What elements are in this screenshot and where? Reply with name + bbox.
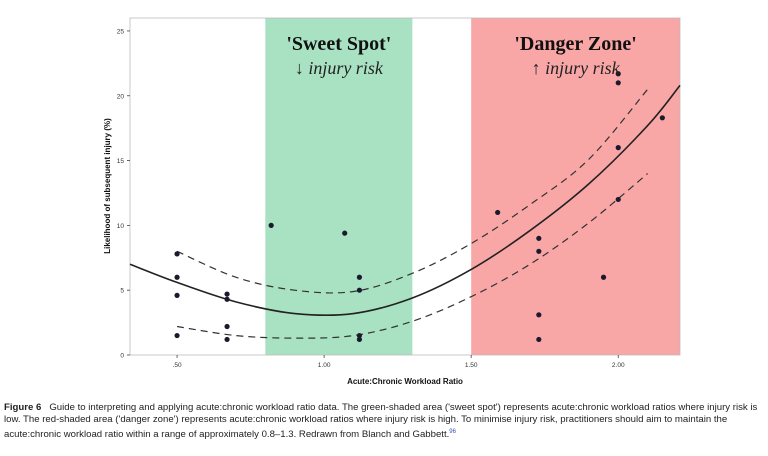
data-point bbox=[495, 209, 501, 216]
acwr-injury-chart: .50 1.00 1.50 2.00 0 5 10 15 20 25 'Sweet Spot' ↓ … bbox=[103, 17, 681, 386]
data-point bbox=[600, 274, 607, 280]
plot-frame bbox=[129, 17, 681, 356]
data-point bbox=[536, 312, 542, 318]
figure-caption: Figure 6 Guide to interpreting and apply… bbox=[4, 402, 764, 441]
data-point bbox=[224, 296, 230, 302]
data-point bbox=[268, 222, 274, 228]
danger-zone-title: 'Danger Zone' bbox=[514, 33, 636, 55]
data-point bbox=[342, 230, 348, 236]
x-tick-label: 1.00 bbox=[318, 362, 331, 369]
data-point bbox=[536, 336, 542, 343]
y-tick-label: 25 bbox=[117, 28, 125, 35]
x-tick-label: 1.50 bbox=[465, 362, 478, 369]
data-point bbox=[224, 336, 230, 343]
upper-confidence-curve bbox=[176, 88, 649, 294]
data-point bbox=[356, 287, 363, 293]
data-point bbox=[615, 196, 621, 203]
x-tick-label: .50 bbox=[173, 362, 182, 369]
data-point bbox=[536, 248, 542, 254]
x-axis-label: Acute:Chronic Workload Ratio bbox=[347, 377, 463, 386]
danger-zone-subtitle: ↑ injury risk bbox=[532, 58, 621, 78]
lower-confidence-curve bbox=[176, 173, 649, 339]
sweet-spot-subtitle: ↓ injury risk bbox=[295, 58, 384, 78]
sweet-spot-title: 'Sweet Spot' bbox=[286, 33, 391, 55]
data-point bbox=[356, 332, 363, 339]
data-point bbox=[174, 274, 180, 280]
data-point bbox=[174, 332, 180, 339]
data-point bbox=[224, 291, 230, 297]
data-point bbox=[615, 80, 621, 86]
data-point bbox=[224, 323, 230, 330]
sweet-spot-zone bbox=[265, 18, 413, 355]
data-point bbox=[659, 115, 665, 121]
x-tick-label: 2.00 bbox=[612, 362, 625, 369]
caption-label: Figure 6 bbox=[4, 402, 42, 413]
y-tick-label: 5 bbox=[120, 288, 124, 295]
y-tick-label: 10 bbox=[117, 223, 125, 230]
caption-text: Guide to interpreting and applying acute… bbox=[4, 402, 758, 441]
data-point bbox=[174, 292, 180, 298]
data-point bbox=[356, 274, 363, 280]
data-point bbox=[615, 145, 621, 151]
danger-zone-zone bbox=[471, 18, 680, 355]
y-tick-label: 0 bbox=[120, 353, 124, 360]
data-point bbox=[174, 251, 180, 257]
data-point bbox=[615, 71, 621, 77]
y-axis-label: Likelihood of subsequent injury (%) bbox=[103, 118, 112, 254]
data-point bbox=[356, 336, 363, 343]
y-tick-label: 15 bbox=[117, 158, 125, 165]
data-point bbox=[536, 235, 542, 241]
caption-reference: 96 bbox=[449, 429, 456, 435]
y-tick-label: 20 bbox=[117, 93, 125, 100]
